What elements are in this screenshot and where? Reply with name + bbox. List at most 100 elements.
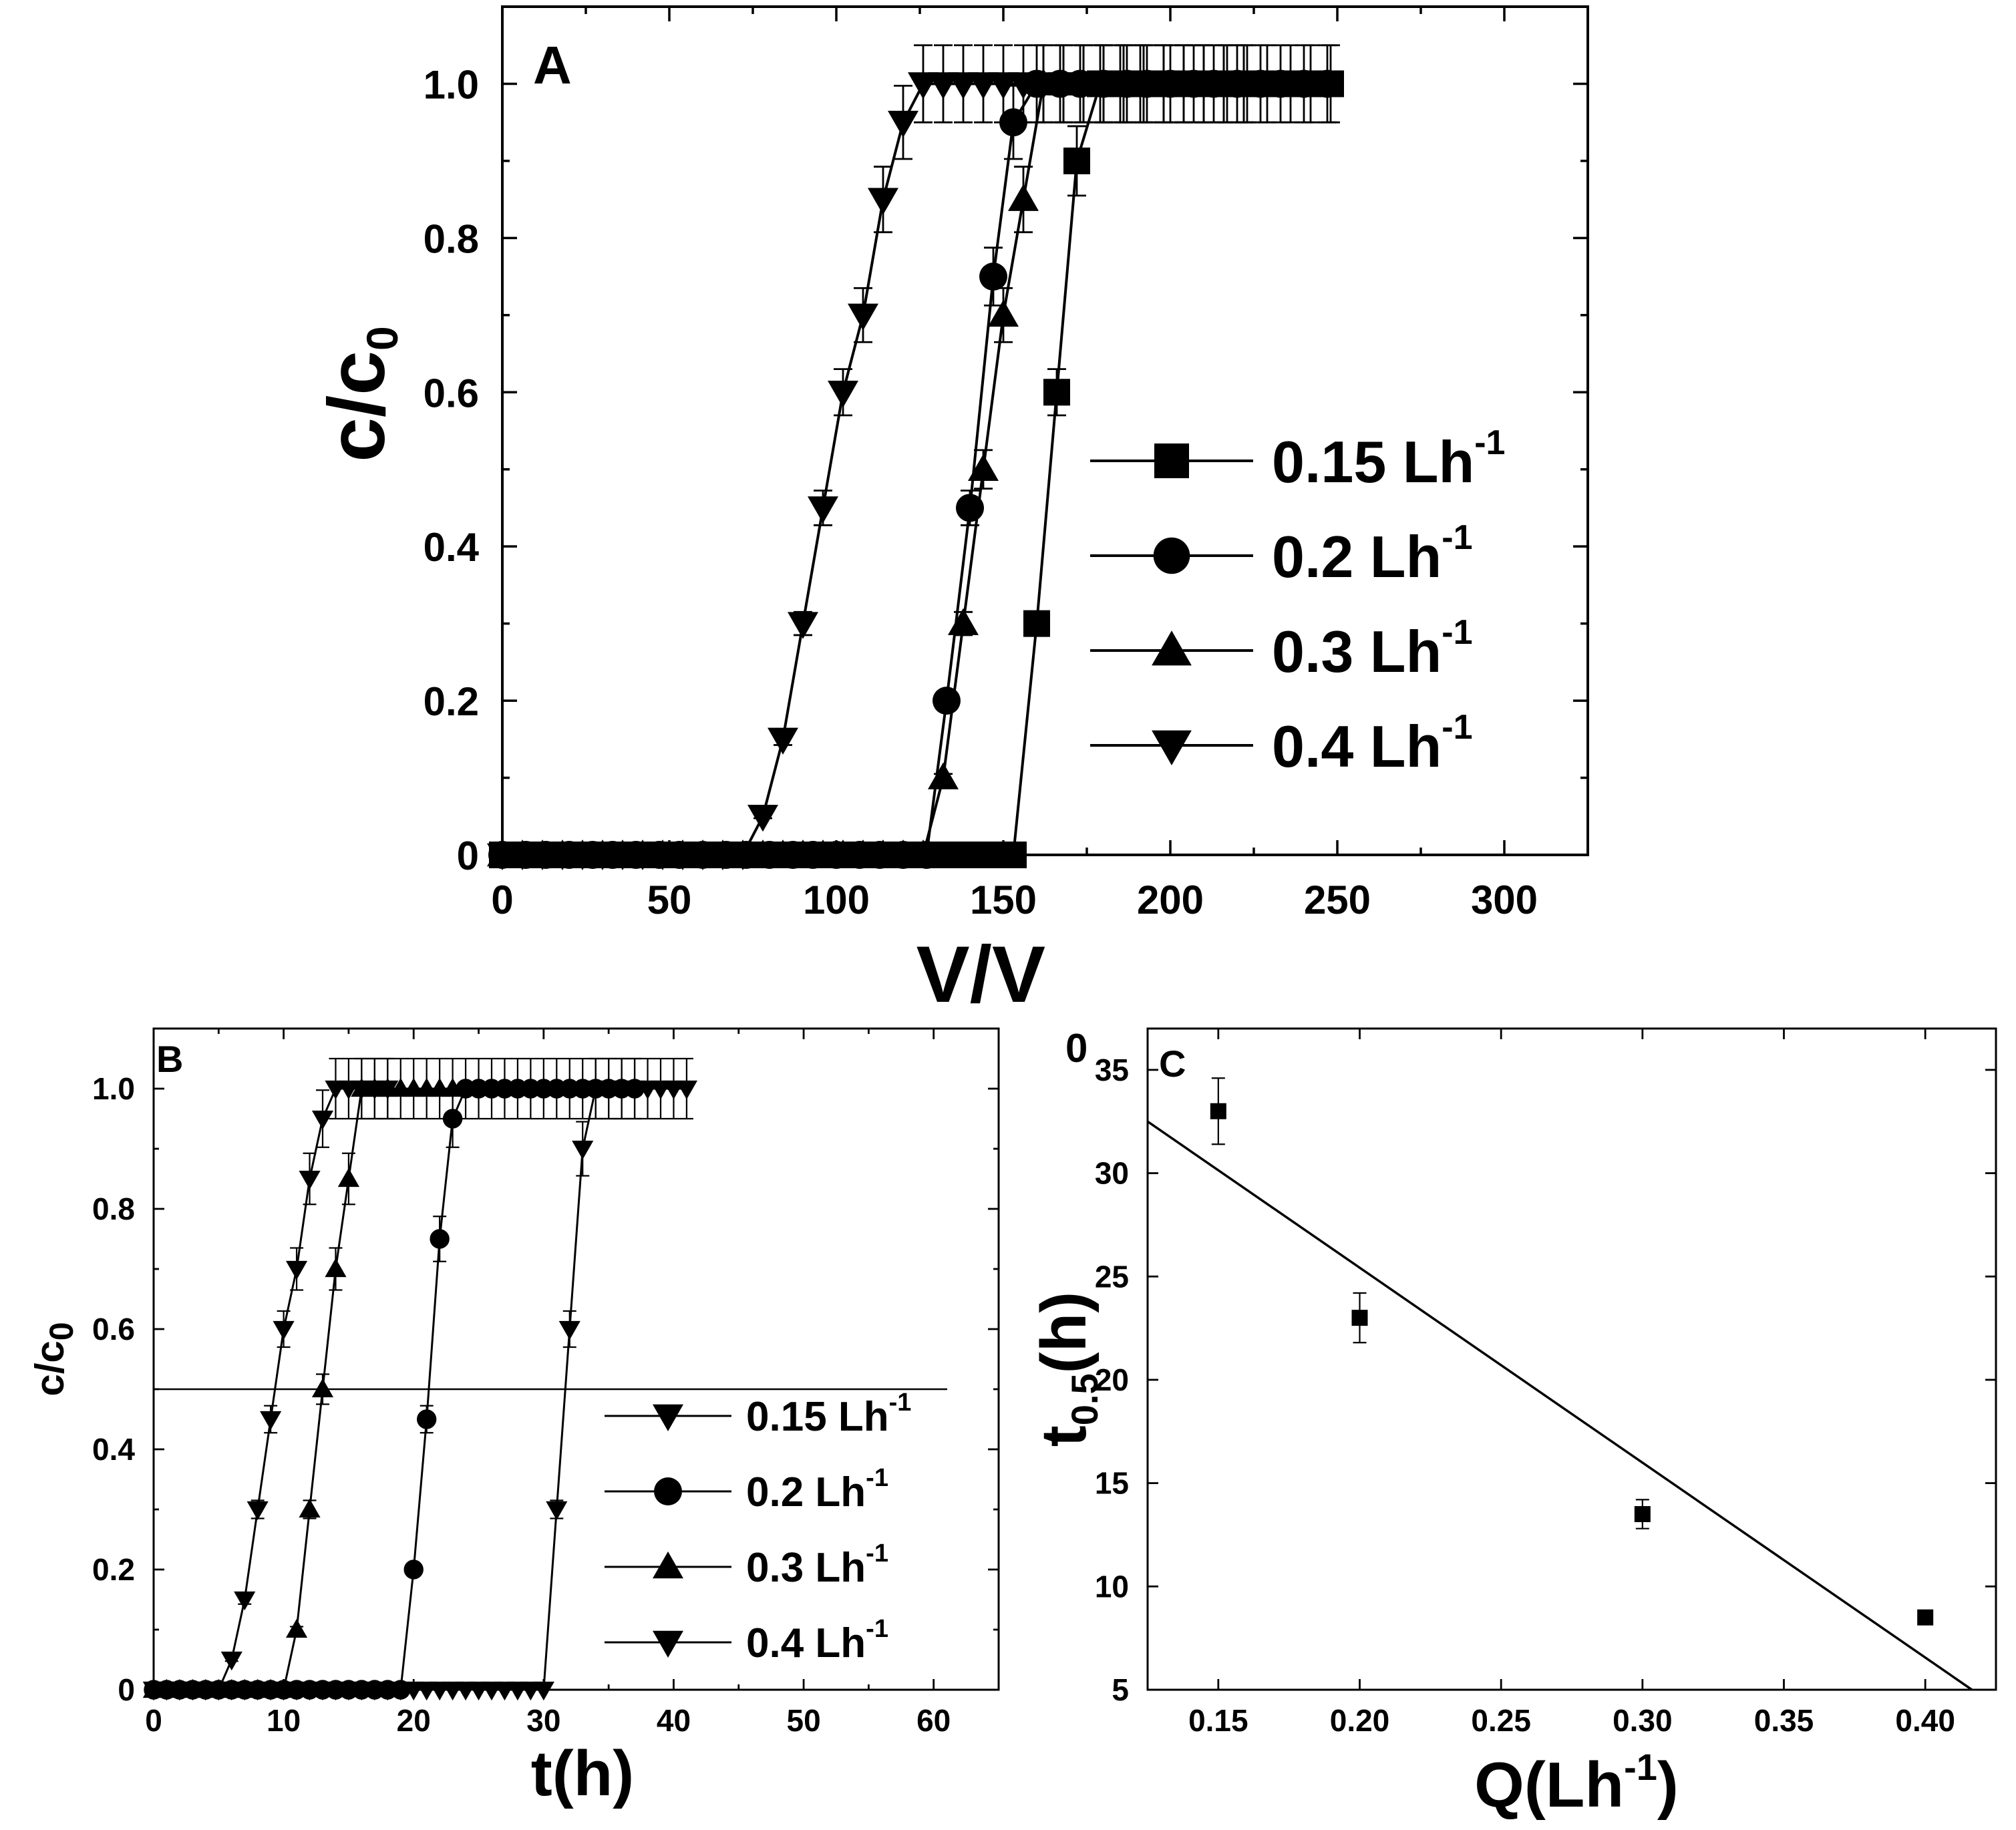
data-point (403, 1560, 424, 1580)
data-point (768, 840, 798, 867)
y-tick-label: 25 (1095, 1259, 1129, 1294)
data-point (747, 840, 778, 867)
data-point (558, 1320, 580, 1340)
legend-label-main: 0.4 Lh (1272, 713, 1442, 779)
y-tick-label: 0 (118, 1672, 135, 1707)
data-point (788, 612, 818, 639)
y-tick-label: 0.6 (92, 1312, 135, 1346)
data-point (546, 1501, 568, 1521)
panel-c-letter: C (1159, 1043, 1186, 1085)
legend-label: 0.2 Lh-1 (746, 1464, 888, 1515)
legend-marker (1152, 630, 1192, 666)
x-tick-label: 150 (970, 878, 1037, 922)
data-point (788, 840, 818, 867)
panel-a-letter: A (533, 35, 572, 95)
legend-label: 0.4 Lh-1 (1272, 708, 1473, 779)
fit-line (1147, 1120, 1973, 1691)
panel-b-plot-frame (152, 1027, 1000, 1691)
x-tick-label: 30 (526, 1703, 560, 1738)
series-line (502, 82, 1244, 856)
data-point (325, 1258, 347, 1278)
y-tick-label: 0.2 (92, 1552, 135, 1587)
x-tick-label: 100 (803, 878, 870, 922)
data-point (607, 843, 638, 870)
legend-label-sup: -1 (1474, 423, 1505, 462)
data-point (377, 1080, 399, 1100)
legend-label-sup: -1 (866, 1539, 888, 1568)
legend-item-1: 0.15 Lh-1 (1090, 423, 1505, 495)
data-point (416, 1409, 437, 1429)
data-point (908, 72, 939, 100)
svg-text:c/c0: c/c0 (312, 326, 407, 462)
y-tick-label: 0 (457, 834, 479, 878)
data-point (430, 1229, 450, 1249)
data-point (587, 843, 618, 870)
legend-label-sup: -1 (1442, 613, 1472, 652)
panel-b-y-title-sub: 0 (43, 1322, 80, 1340)
data-point (1290, 69, 1318, 98)
data-point (625, 1079, 645, 1099)
data-point (627, 843, 658, 870)
x-tick-label: 0.25 (1471, 1703, 1531, 1738)
data-point (999, 108, 1027, 137)
data-point (888, 840, 918, 867)
svg-text:c/c0: c/c0 (27, 1322, 80, 1396)
svg-text:t0.5(h): t0.5(h) (1028, 1292, 1106, 1447)
legend-marker (1153, 537, 1190, 574)
panel-c-y-title-main: t (1028, 1425, 1100, 1447)
data-point (311, 1110, 334, 1130)
panel-b-y-title-main: c/c (27, 1340, 72, 1396)
panel-c-x-title-sup: -1 (1624, 1746, 1657, 1788)
y-tick-label: 0.4 (92, 1432, 135, 1467)
legend-label-sup: -1 (1442, 708, 1472, 747)
legend-label: 0.4 Lh-1 (746, 1615, 888, 1666)
x-tick-label: 20 (397, 1703, 431, 1738)
x-tick-label: 0 (491, 878, 513, 922)
data-point (299, 1498, 321, 1518)
data-point (299, 1170, 321, 1190)
panel-a: A 0 50 100 150 200 250 300 0 0.2 0.4 0.6 0.8 1.0 c/c… (312, 5, 1589, 1071)
data-point (1228, 72, 1259, 100)
legend-item-1: 0.15 Lh-1 (605, 1389, 911, 1440)
data-point (868, 188, 898, 215)
data-point (747, 805, 778, 832)
panel-a-y-title-sub: 0 (357, 326, 407, 351)
legend-marker (653, 1630, 683, 1658)
legend-marker (1152, 730, 1192, 765)
data-point (1148, 72, 1179, 100)
panel-a-y-title: c/c0 (312, 326, 407, 462)
legend-label-main: 0.3 Lh (746, 1545, 866, 1591)
legend-label: 0.3 Lh-1 (746, 1539, 888, 1591)
data-point (567, 843, 598, 870)
panel-c-x-title: Q(Lh-1) (1474, 1746, 1679, 1821)
data-point (667, 843, 698, 870)
legend-marker (653, 1404, 683, 1431)
y-tick-label: 1.0 (92, 1071, 135, 1106)
series-3 (142, 1057, 464, 1698)
series-2 (144, 1057, 645, 1700)
data-point (442, 1077, 464, 1097)
data-point (988, 72, 1019, 100)
legend-label-main: 0.2 Lh (1272, 524, 1442, 590)
legend-marker (1154, 443, 1189, 478)
data-point (285, 1618, 308, 1638)
data-point (647, 843, 678, 870)
panel-c-x-title-close: ) (1657, 1749, 1679, 1821)
data-point (888, 110, 918, 138)
legend-item-3: 0.3 Lh-1 (605, 1539, 888, 1591)
series-line (502, 82, 1331, 856)
y-tick-label: 0.8 (92, 1192, 135, 1226)
data-point (988, 299, 1019, 327)
data-point (285, 1260, 308, 1280)
data-point (848, 840, 878, 867)
legend-item-4: 0.4 Lh-1 (1090, 708, 1473, 779)
y-tick-label: 0.8 (424, 216, 479, 261)
data-point (928, 72, 959, 100)
legend-label-main: 0.2 Lh (746, 1469, 866, 1515)
legend-label-main: 0.4 Lh (746, 1620, 866, 1666)
panel-c-y-title: t0.5(h) (1028, 1292, 1106, 1447)
legend-item-3: 0.3 Lh-1 (1090, 613, 1473, 685)
panel-c-y-title-rest: (h) (1028, 1292, 1100, 1374)
